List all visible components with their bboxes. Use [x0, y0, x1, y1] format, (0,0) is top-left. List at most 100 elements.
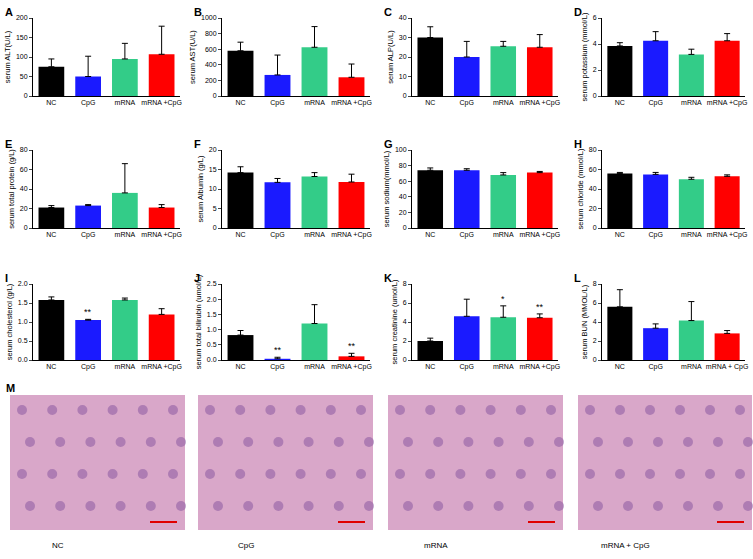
svg-text:C: C [384, 6, 392, 18]
svg-text:800: 800 [205, 30, 217, 37]
svg-text:mRNA: mRNA [681, 231, 702, 238]
svg-text:0: 0 [403, 92, 407, 99]
svg-text:NC: NC [52, 541, 64, 550]
svg-text:200: 200 [16, 14, 28, 21]
svg-text:D: D [574, 6, 582, 18]
svg-text:CpG: CpG [648, 99, 662, 107]
svg-text:NC: NC [615, 231, 625, 238]
svg-text:NC: NC [46, 363, 56, 370]
svg-text:F: F [194, 138, 201, 150]
svg-text:NC: NC [46, 231, 56, 238]
svg-text:200: 200 [205, 77, 217, 84]
svg-text:NC: NC [425, 231, 435, 238]
svg-text:mRNA +CpG: mRNA +CpG [707, 99, 748, 107]
svg-text:60: 60 [20, 166, 28, 173]
svg-text:CpG: CpG [81, 363, 95, 371]
svg-text:0: 0 [213, 92, 217, 99]
svg-text:A: A [5, 6, 13, 18]
svg-text:0: 0 [593, 92, 597, 99]
svg-text:5: 5 [213, 205, 217, 212]
svg-text:100: 100 [16, 53, 28, 60]
svg-text:mRNA +CpG: mRNA +CpG [331, 231, 372, 239]
svg-text:**: ** [274, 345, 282, 355]
svg-text:mRNA: mRNA [493, 363, 514, 370]
svg-text:**: ** [84, 307, 92, 317]
svg-text:*: * [501, 294, 505, 304]
svg-text:CpG: CpG [460, 99, 474, 107]
svg-text:serum BUN (MMOL/L): serum BUN (MMOL/L) [580, 284, 589, 359]
svg-text:20: 20 [589, 205, 597, 212]
svg-text:E: E [5, 138, 12, 150]
svg-text:mRNA: mRNA [115, 99, 136, 106]
svg-text:**: ** [536, 302, 544, 312]
svg-text:40: 40 [399, 14, 407, 21]
svg-text:CpG: CpG [460, 231, 474, 239]
svg-text:NC: NC [425, 363, 435, 370]
svg-text:80: 80 [399, 162, 407, 169]
svg-text:CpG: CpG [81, 99, 95, 107]
svg-text:60: 60 [589, 166, 597, 173]
svg-text:2.0: 2.0 [18, 280, 28, 287]
svg-text:serum sodium(mmol/L): serum sodium(mmol/L) [382, 150, 391, 227]
svg-text:0: 0 [403, 356, 407, 363]
svg-text:mRNA: mRNA [681, 363, 702, 370]
svg-text:6: 6 [593, 299, 597, 306]
svg-text:2: 2 [593, 337, 597, 344]
svg-text:serum Albumin (g/L): serum Albumin (g/L) [196, 155, 205, 223]
svg-text:G: G [384, 138, 393, 150]
svg-text:mRNA + CpG: mRNA + CpG [706, 363, 749, 371]
svg-text:serum total bilirubin (umol/L): serum total bilirubin (umol/L) [194, 274, 203, 369]
svg-text:mRNA +CpG: mRNA +CpG [141, 99, 182, 107]
svg-text:**: ** [348, 341, 356, 351]
svg-text:8: 8 [403, 280, 407, 287]
svg-text:1.0: 1.0 [207, 326, 217, 333]
svg-text:CpG: CpG [270, 231, 284, 239]
svg-text:mRNA: mRNA [304, 99, 325, 106]
svg-text:mRNA +CpG: mRNA +CpG [707, 231, 748, 239]
svg-text:CpG: CpG [648, 231, 662, 239]
svg-text:0.5: 0.5 [207, 341, 217, 348]
svg-text:80: 80 [20, 146, 28, 153]
svg-text:serum total protein (g/L): serum total protein (g/L) [7, 149, 16, 229]
svg-text:mRNA: mRNA [424, 541, 448, 550]
svg-text:4: 4 [403, 318, 407, 325]
svg-text:serum creatinine (umol/L): serum creatinine (umol/L) [390, 279, 399, 365]
svg-text:CpG: CpG [270, 363, 284, 371]
svg-text:serum chloride (mmol/L): serum chloride (mmol/L) [576, 148, 585, 229]
svg-text:0: 0 [403, 224, 407, 231]
svg-text:60: 60 [399, 178, 407, 185]
svg-text:H: H [574, 138, 582, 150]
svg-text:mRNA: mRNA [304, 363, 325, 370]
svg-text:mRNA +CpG: mRNA +CpG [519, 99, 560, 107]
svg-text:0.0: 0.0 [18, 356, 28, 363]
svg-text:M: M [6, 382, 15, 394]
svg-text:0.0: 0.0 [207, 356, 217, 363]
svg-text:40: 40 [399, 193, 407, 200]
svg-text:NC: NC [615, 363, 625, 370]
svg-text:1000: 1000 [201, 14, 217, 21]
svg-text:CpG: CpG [460, 363, 474, 371]
svg-text:400: 400 [205, 61, 217, 68]
svg-text:CpG: CpG [270, 99, 284, 107]
svg-text:2.5: 2.5 [207, 280, 217, 287]
svg-text:NC: NC [235, 363, 245, 370]
svg-text:mRNA +CpG: mRNA +CpG [141, 231, 182, 239]
svg-text:50: 50 [20, 73, 28, 80]
svg-text:30: 30 [399, 34, 407, 41]
svg-text:CpG: CpG [238, 541, 254, 550]
svg-text:2: 2 [403, 337, 407, 344]
svg-text:0: 0 [593, 224, 597, 231]
svg-text:mRNA +CpG: mRNA +CpG [519, 363, 560, 371]
svg-text:0.5: 0.5 [18, 337, 28, 344]
svg-text:1.5: 1.5 [207, 311, 217, 318]
svg-text:1.5: 1.5 [18, 299, 28, 306]
svg-text:CpG: CpG [81, 231, 95, 239]
svg-text:NC: NC [615, 99, 625, 106]
svg-text:B: B [194, 6, 202, 18]
svg-text:1.0: 1.0 [18, 318, 28, 325]
svg-text:mRNA: mRNA [304, 231, 325, 238]
svg-text:4: 4 [593, 318, 597, 325]
svg-text:40: 40 [20, 185, 28, 192]
svg-text:serum cholesterol (g/L): serum cholesterol (g/L) [5, 283, 14, 360]
svg-text:20: 20 [399, 53, 407, 60]
